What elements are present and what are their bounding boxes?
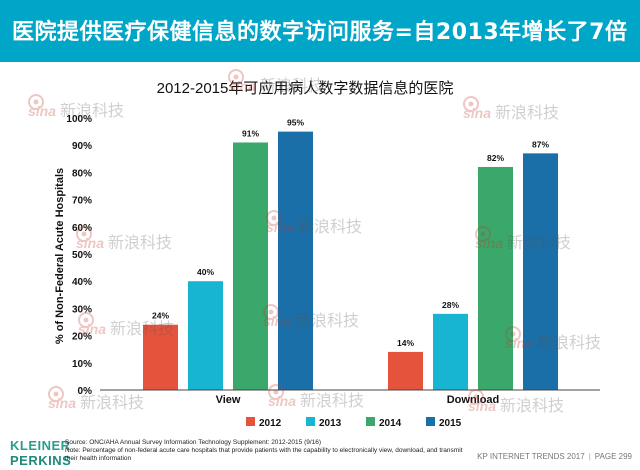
x-tick-label: Download <box>447 394 500 406</box>
y-tick-label: 60% <box>72 223 92 234</box>
watermark-text: 新浪科技 <box>108 234 172 252</box>
footnote: Source: ONC/AHA Annual Survey Informatio… <box>65 439 475 463</box>
sina-logo-text: sina <box>263 313 291 329</box>
y-tick-label: 100% <box>66 114 92 125</box>
bar-value-label: 95% <box>287 118 304 128</box>
watermark-text: 新浪科技 <box>300 392 364 410</box>
watermark-text: 新浪科技 <box>60 102 124 120</box>
sina-watermark: sina 新浪科技 <box>28 94 124 120</box>
y-axis-label: % of Non-Federal Acute Hospitals <box>54 168 66 344</box>
page-number: PAGE 299 <box>594 452 632 461</box>
sina-logo-text: sina <box>48 395 76 411</box>
sina-logo-text: sina <box>463 105 491 121</box>
y-tick-label: 20% <box>72 332 92 343</box>
legend: 2012 2013 2014 2015 <box>246 417 462 429</box>
y-tick-label: 30% <box>72 304 92 315</box>
sina-logo-text: sina <box>28 103 56 119</box>
x-tick-label: View <box>216 394 241 406</box>
sina-watermark: sina 新浪科技 <box>463 96 559 122</box>
sina-logo-text: sina <box>505 335 533 351</box>
watermark-text: 新浪科技 <box>260 77 324 95</box>
sina-logo-text: sina <box>228 78 256 94</box>
watermark-text: 新浪科技 <box>500 397 564 415</box>
chart-title: 2012-2015年可应用病人数字数据信息的医院 <box>157 79 454 97</box>
sina-watermark: sina 新浪科技 <box>228 69 324 95</box>
legend-label: 2013 <box>319 418 342 429</box>
bar-value-label: 24% <box>152 311 169 321</box>
page-footer: KP INTERNET TRENDS 2017 | PAGE 299 <box>477 452 632 461</box>
bar-value-label: 82% <box>487 153 504 163</box>
legend-swatch <box>426 417 435 426</box>
sina-watermark: sina 新浪科技 <box>468 389 564 415</box>
sina-watermark: sina 新浪科技 <box>268 384 364 410</box>
y-tick-label: 80% <box>72 168 92 179</box>
bar-download-2012 <box>388 351 423 390</box>
y-axis: 0% 10% 20% 30% 40% 50% 60% 70% 80% 90% 100% <box>66 114 92 397</box>
bar-value-label: 87% <box>532 139 549 149</box>
source-text: Source: ONC/AHA Annual Survey Informatio… <box>65 439 322 446</box>
slide-title: 医院提供医疗保健信息的数字访问服务=自2013年增长了7倍 <box>12 20 628 45</box>
sina-logo-text: sina <box>78 321 106 337</box>
sina-logo-text: sina <box>475 235 503 251</box>
bar-view-2015 <box>278 131 313 390</box>
bar-download-2015 <box>523 153 558 390</box>
bars: 24% 40% 91% 95% 14% 28% 82% 87% <box>143 118 558 390</box>
brand-line-2: PERKINS <box>10 453 72 468</box>
sina-watermark: sina 新浪科技 <box>76 226 172 252</box>
legend-label: 2015 <box>439 418 462 429</box>
watermark-text: 新浪科技 <box>507 234 571 252</box>
sina-watermark: sina 新浪科技 <box>263 304 359 330</box>
brand-line-1: KLEINER <box>10 438 71 453</box>
watermark-text: 新浪科技 <box>295 312 359 330</box>
bar-download-2013 <box>433 313 468 390</box>
y-tick-label: 90% <box>72 141 92 152</box>
bar-value-label: 40% <box>197 267 214 277</box>
sina-watermark: sina 新浪科技 <box>266 210 362 236</box>
bar-view-2012 <box>143 324 178 390</box>
y-tick-label: 0% <box>78 386 93 397</box>
sina-logo-text: sina <box>76 235 104 251</box>
report-name: KP INTERNET TRENDS 2017 <box>477 452 585 461</box>
y-tick-label: 40% <box>72 277 92 288</box>
slide-title-bar: 医院提供医疗保健信息的数字访问服务=自2013年增长了7倍 <box>0 0 640 62</box>
bar-view-2013 <box>188 281 223 390</box>
legend-swatch <box>306 417 315 426</box>
bar-chart: 2012-2015年可应用病人数字数据信息的医院 % of Non-Federa… <box>28 69 601 429</box>
bar-value-label: 91% <box>242 128 259 138</box>
bar-value-label: 14% <box>397 338 414 348</box>
bar-value-label: 28% <box>442 300 459 310</box>
chart-area: 2012-2015年可应用病人数字数据信息的医院 % of Non-Federa… <box>0 62 640 435</box>
watermark-text: 新浪科技 <box>495 104 559 122</box>
sina-logo-text: sina <box>266 219 294 235</box>
watermark-text: 新浪科技 <box>537 334 601 352</box>
y-tick-label: 50% <box>72 250 92 261</box>
y-tick-label: 10% <box>72 359 92 370</box>
note-text: Note: Percentage of non-federal acute ca… <box>65 447 463 462</box>
watermark-text: 新浪科技 <box>80 394 144 412</box>
sina-watermark: sina 新浪科技 <box>505 326 601 352</box>
sina-watermark: sina 新浪科技 <box>475 226 571 252</box>
kleiner-perkins-logo: KLEINER PERKINS <box>10 438 72 468</box>
sina-watermark: sina 新浪科技 <box>48 386 144 412</box>
legend-swatch <box>246 417 255 426</box>
legend-label: 2012 <box>259 418 282 429</box>
legend-label: 2014 <box>379 418 402 429</box>
legend-swatch <box>366 417 375 426</box>
watermark-text: 新浪科技 <box>298 218 362 236</box>
sina-watermark: sina 新浪科技 <box>78 312 174 338</box>
bar-view-2014 <box>233 142 268 390</box>
watermark-text: 新浪科技 <box>110 320 174 338</box>
sina-logo-text: sina <box>468 398 496 414</box>
x-axis: View Download <box>100 389 600 406</box>
sina-logo-text: sina <box>268 393 296 409</box>
y-tick-label: 70% <box>72 196 92 207</box>
bar-download-2014 <box>478 166 513 390</box>
